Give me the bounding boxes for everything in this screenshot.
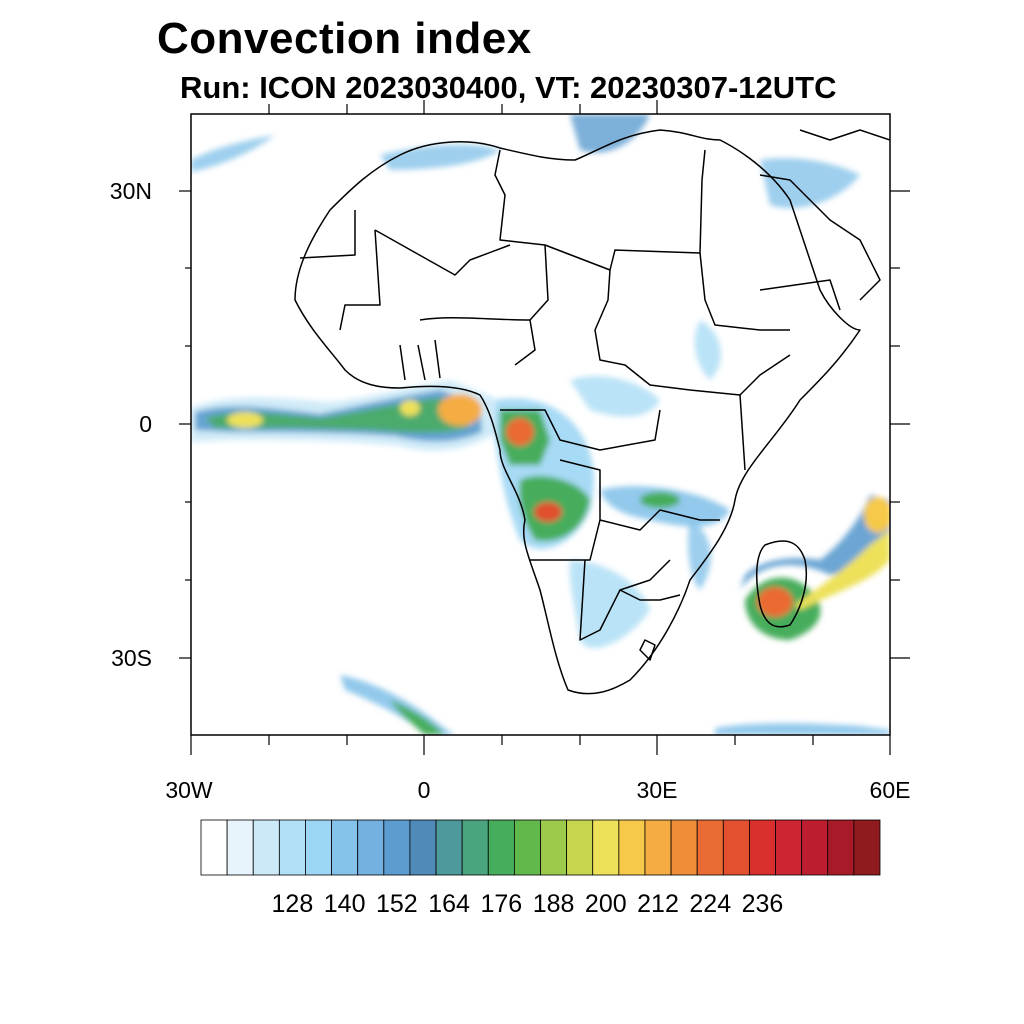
border-5 (514, 244, 549, 366)
colorbar-tick-label: 176 (480, 890, 522, 918)
lat-label-0: 0 (139, 411, 152, 437)
colorbar-swatch (435, 819, 463, 876)
border-11 (559, 459, 720, 531)
madagascar-outline (755, 540, 808, 628)
colorbar-swatch (305, 819, 332, 876)
border-4 (494, 149, 706, 271)
colorbar-tick-label: 212 (637, 890, 679, 918)
convection-area-mediterranean (570, 114, 650, 153)
convection-core-angola (534, 502, 562, 522)
border-1 (339, 229, 381, 331)
convection-core-madagascar (757, 587, 793, 617)
convection-core-indian-ocean (864, 497, 890, 533)
colorbar-tick-label: 224 (689, 890, 731, 918)
colorbar-tick-label: 200 (585, 890, 627, 918)
colorbar-swatch (644, 819, 672, 876)
lon-label-60e: 60E (870, 777, 911, 803)
border-7 (699, 252, 790, 331)
colorbar-swatch (487, 819, 515, 876)
border-17 (399, 339, 441, 381)
convection-core-atlantic-2 (438, 394, 482, 426)
colorbar-swatch (749, 819, 776, 876)
colorbar-swatch (566, 819, 594, 876)
colorbar-swatch (775, 819, 803, 876)
border-15 (639, 639, 656, 661)
convection-area-indian-ocean (795, 530, 890, 610)
convection-area-middle-east (760, 158, 860, 209)
colorbar-swatch (801, 819, 829, 876)
lon-label-30e: 30E (637, 777, 678, 803)
colorbar-swatch (618, 819, 646, 876)
colorbar-swatch (461, 819, 489, 876)
colorbar-tick-label: 188 (533, 890, 575, 918)
colorbar-swatch (540, 819, 568, 876)
border-3 (374, 229, 511, 276)
colorbar-swatch (409, 819, 437, 876)
convection-core-atlantic-1 (227, 412, 263, 428)
convection-core-gabon (506, 418, 534, 446)
convection-field (191, 114, 890, 735)
border-10 (500, 409, 661, 451)
border-2 (299, 210, 356, 259)
lat-tick-labels: 30N 0 30S (110, 178, 152, 671)
convection-core-atlantic-3 (400, 400, 420, 416)
colorbar-swatch (226, 819, 254, 876)
country-borders (294, 129, 890, 695)
colorbar-swatch (670, 819, 698, 876)
colorbar-swatch (252, 819, 280, 876)
convection-area-north-atlantic (191, 135, 275, 172)
convection-area-south-atlantic-core (390, 700, 445, 735)
africa-coastline (294, 129, 861, 695)
colorbar-swatch (200, 819, 228, 876)
convection-area-mozambique (688, 520, 711, 590)
border-16 (419, 317, 531, 321)
convection-area-south-ocean (715, 723, 890, 735)
colorbar-tick-label: 152 (376, 890, 418, 918)
border-14 (619, 589, 681, 601)
map-title: Convection index (157, 14, 532, 63)
colorbar-swatch (383, 819, 411, 876)
convection-area-central (570, 376, 660, 417)
colorbar (200, 819, 881, 876)
border-8 (689, 354, 791, 396)
convection-core-zambia (640, 492, 680, 508)
colorbar-swatch (357, 819, 385, 876)
border-6 (594, 269, 691, 391)
colorbar-labels: 128 140 152 164 176 188 200 212 224 236 (272, 890, 784, 918)
lon-label-0: 0 (418, 777, 431, 803)
border-12 (530, 519, 601, 561)
colorbar-swatch (853, 819, 881, 876)
axis-ticks (179, 100, 910, 755)
colorbar-swatch (722, 819, 750, 876)
border-19 (759, 279, 841, 311)
lon-tick-labels: 30W 0 30E 60E (165, 777, 910, 803)
map-subtitle: Run: ICON 2023030400, VT: 20230307-12UTC (180, 70, 837, 105)
colorbar-swatch (592, 819, 620, 876)
border-13 (579, 559, 671, 641)
colorbar-tick-label: 236 (742, 890, 784, 918)
border-9 (739, 394, 746, 471)
colorbar-swatch (696, 819, 724, 876)
colorbar-tick-label: 140 (324, 890, 366, 918)
colorbar-swatch (331, 819, 359, 876)
colorbar-swatch (827, 819, 855, 876)
border-20 (799, 129, 890, 141)
convection-area-southern (569, 560, 650, 649)
border-18 (759, 174, 881, 301)
convection-area-ethiopia (694, 320, 721, 380)
lat-label-30n: 30N (110, 178, 152, 204)
colorbar-swatch (513, 819, 541, 876)
convection-area-north-africa (380, 144, 500, 170)
colorbar-swatch (278, 819, 306, 876)
lon-label-30w: 30W (165, 777, 213, 803)
colorbar-tick-label: 164 (428, 890, 470, 918)
colorbar-tick-label: 128 (272, 890, 314, 918)
lat-label-30s: 30S (111, 645, 152, 671)
